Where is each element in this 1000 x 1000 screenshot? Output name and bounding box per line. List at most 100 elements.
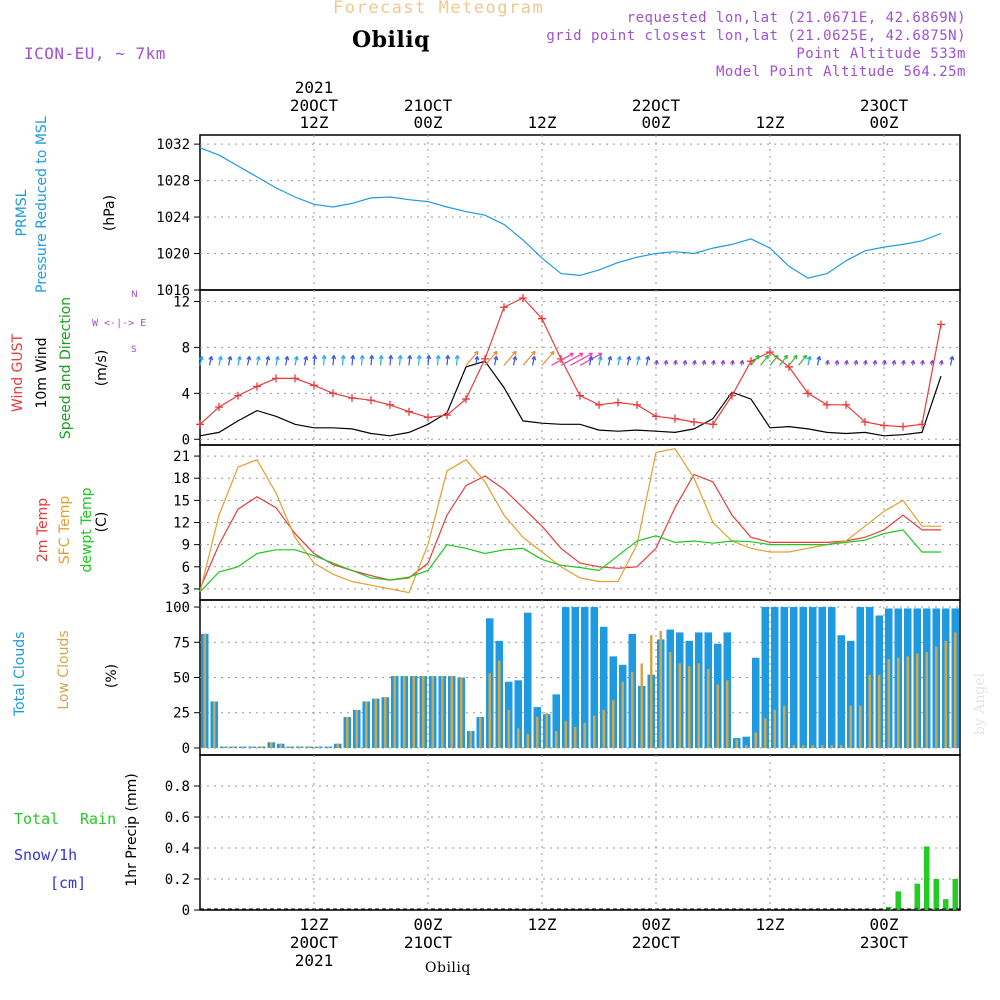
clouds-ytick-label: 25 <box>173 706 190 722</box>
top-axis-date: 22OCT <box>632 96 681 115</box>
wind-arrow <box>265 356 270 366</box>
top-axis-date: 21OCT <box>404 96 453 115</box>
wind-gust-marker <box>386 400 394 409</box>
wind-arrow <box>636 356 640 366</box>
wind-gust-marker <box>462 395 470 404</box>
cloud-low-bar <box>384 697 387 748</box>
wind-arrow <box>284 356 289 366</box>
cloud-low-bar <box>754 732 757 748</box>
cloud-low-bar <box>479 716 482 748</box>
wind-arrow-head <box>588 355 594 361</box>
wind-arrow-head <box>691 359 697 365</box>
cloud-low-bar <box>830 745 833 748</box>
wind-arrow <box>541 350 555 366</box>
wind-arrow <box>503 350 517 366</box>
cloud-total-bar <box>790 607 798 748</box>
cloud-low-bar <box>412 676 415 748</box>
wind-arrow-head <box>550 350 555 356</box>
wind-arrow <box>588 356 593 366</box>
wind-arrow-head <box>454 354 460 360</box>
top-axis-hour: 00Z <box>870 113 899 132</box>
pressure-ytick-label: 1024 <box>156 210 190 226</box>
wind-gust-marker <box>652 412 660 421</box>
wind-arrow-head <box>359 354 365 360</box>
wind-gust-marker <box>291 374 299 383</box>
bottom-axis-date: 23OCT <box>860 933 909 952</box>
cloud-low-bar <box>526 733 529 748</box>
wind-arrow <box>607 356 612 366</box>
model-label: ICON-EU, ~ 7km <box>24 44 166 63</box>
wind-arrow-head <box>900 359 906 365</box>
snow-unit: [cm] <box>50 874 87 892</box>
pressure-ytick-label: 1020 <box>156 247 190 263</box>
cloud-low-bar <box>336 743 339 748</box>
wind-arrow <box>313 355 316 366</box>
cloud-low-bar <box>393 676 396 748</box>
temperature-ytick-label: 12 <box>173 516 190 532</box>
wind-arrow <box>626 356 631 366</box>
wind-arrow <box>560 352 584 366</box>
cloud-low-bar <box>802 745 805 748</box>
wind-arrow-head <box>862 359 868 365</box>
wind-arrow <box>389 355 392 366</box>
cloud-low-bar <box>308 746 311 748</box>
cloud-low-bar <box>887 659 890 748</box>
rain-bar <box>952 879 958 910</box>
bottom-axis-date: 22OCT <box>632 933 681 952</box>
wind-arrow-head <box>626 355 632 361</box>
wind-arrow-head <box>729 359 735 365</box>
wind-arrow <box>322 355 326 366</box>
cloud-total-bar <box>571 607 579 748</box>
cloud-low-bar <box>906 656 909 748</box>
cloud-low-bar <box>868 674 871 748</box>
cloud-low-bar <box>583 722 586 748</box>
wind-gust-marker <box>823 400 831 409</box>
wind-arrow <box>208 356 213 366</box>
bottom-axis-date: 21OCT <box>404 933 453 952</box>
wind-arrow <box>465 350 479 366</box>
cloud-low-bar <box>811 745 814 748</box>
cloud-low-bar <box>488 673 491 748</box>
cloud-low-bar <box>640 663 643 748</box>
wind-arrow-head <box>293 355 299 361</box>
cloud-low-bar <box>678 663 681 748</box>
cloud-low-bar <box>916 653 919 748</box>
wind-arrow <box>360 355 364 366</box>
wind-arrow-head <box>321 354 327 360</box>
cloud-low-bar <box>792 745 795 748</box>
wind-arrow <box>446 355 449 366</box>
cloud-low-bar <box>659 631 662 748</box>
wind-arrow-head <box>720 359 726 365</box>
wind-gust-marker <box>671 414 679 423</box>
location-title: Obiliq <box>352 27 431 53</box>
rain-label-a: Total <box>14 810 60 828</box>
wind-arrow-head <box>802 354 808 360</box>
wind-arrow-head <box>635 355 641 361</box>
wind-arrow-head <box>340 354 346 360</box>
wind-arrow-head <box>208 355 214 361</box>
wind-arrow-head <box>493 355 499 361</box>
top-axis-date: 20OCT <box>290 96 339 115</box>
wind-ytick-label: 12 <box>173 294 190 310</box>
wind-arrow <box>227 356 232 366</box>
wind-arrow-head <box>739 359 745 365</box>
wind-gust-marker <box>538 314 546 323</box>
wind-arrow <box>949 356 954 366</box>
wind-gust-marker <box>842 400 850 409</box>
cloud-low-bar <box>289 746 292 748</box>
cloud-low-bar <box>726 680 729 748</box>
wind-gust-marker <box>880 421 888 430</box>
rain-bar <box>924 846 930 910</box>
temperature-ytick-label: 3 <box>182 582 190 598</box>
wind-arrow-head <box>435 354 441 360</box>
cloud-total-bar <box>828 607 836 748</box>
cloud-total-bar <box>600 626 608 748</box>
wind-arrow-head <box>303 355 309 361</box>
cloud-low-bar <box>935 646 938 748</box>
wind-gust-marker <box>215 403 223 412</box>
wind-arrow-head <box>597 355 603 361</box>
wind-arrow-head <box>834 359 840 365</box>
wind-arrow-head <box>512 350 517 356</box>
wind-arrow-head <box>793 354 798 360</box>
